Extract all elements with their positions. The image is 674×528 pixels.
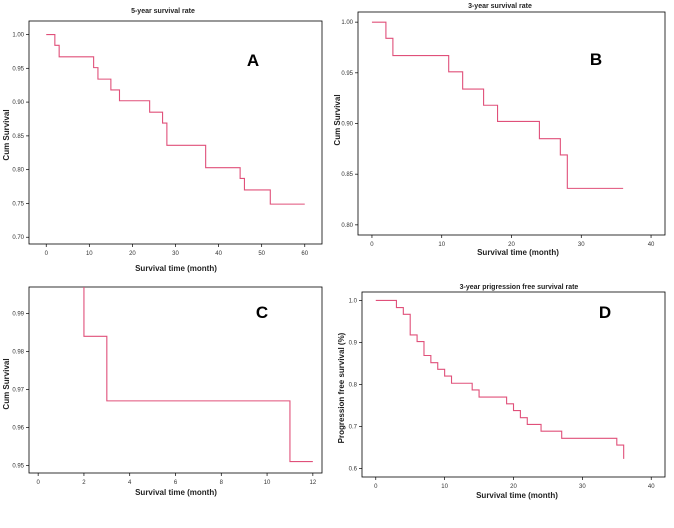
panel-a-ytick-label: 0.90	[12, 100, 24, 106]
panel-a-xtick-label: 10	[86, 251, 93, 257]
panel-d-title: 3-year prigression free survival rate	[460, 284, 579, 291]
panel-a-ytick-label: 0.80	[12, 168, 24, 174]
panel-d-ytick-label: 0.9	[349, 340, 358, 346]
panel-a-title: 5-year survival rate	[131, 8, 195, 15]
panel-c-xtick-label: 12	[310, 480, 317, 486]
panel-c-xtick-label: 10	[264, 480, 271, 486]
panel-d-ytick-label: 0.8	[349, 383, 358, 389]
panel-b-frame	[357, 11, 666, 236]
panel-a: 0 10 20 30 40 50 60 0.70 0.75 0.80 0.85 0.90 0.95 1.0…	[2, 8, 323, 273]
panel-c: 0 2 4 6 8 10 12 0.95 0.96 0.97 0.98 0.99 Survival ti…	[2, 286, 323, 497]
panel-d-letter: D	[599, 303, 611, 322]
panel-a-xtick-label: 30	[172, 251, 179, 257]
panel-a-curve	[46, 33, 305, 205]
panel-a-ytick-label: 0.85	[12, 134, 24, 140]
panel-a-ytick-label: 0.95	[12, 66, 24, 72]
panel-c-xtick-label: 6	[174, 480, 178, 486]
panel-b-ytick-label: 0.90	[341, 122, 353, 128]
panel-b-curve	[371, 21, 624, 189]
panel-d-ytick-label: 0.7	[349, 425, 358, 431]
panel-d-xtick-label: 0	[374, 484, 378, 490]
panel-d-frame	[361, 291, 666, 478]
panel-c-ytick-label: 0.96	[12, 425, 24, 431]
panel-b-ytick-label: 0.80	[341, 223, 353, 229]
panel-d-ytick-label: 1.0	[349, 298, 358, 304]
panel-d-xtick-label: 40	[648, 484, 655, 490]
panel-b-xlabel: Survival time (month)	[477, 248, 559, 257]
panel-a-letter: A	[247, 51, 259, 70]
panel-b-ytick-label: 1.00	[341, 20, 353, 26]
panel-b-xtick-label: 10	[438, 242, 445, 248]
panel-b-title: 3-year survival rate	[468, 3, 532, 10]
panel-d-xtick-label: 10	[441, 484, 448, 490]
panel-a-xtick-label: 0	[45, 251, 49, 257]
panel-a-xtick-label: 60	[301, 251, 308, 257]
panel-b-ytick-label: 0.95	[341, 71, 353, 77]
panel-d-xlabel: Survival time (month)	[476, 491, 558, 500]
panel-b-xtick-label: 20	[508, 242, 515, 248]
panel-c-frame	[28, 286, 323, 474]
panel-b-ylabel: Cum Survival	[333, 94, 342, 145]
panel-c-curve	[83, 287, 313, 463]
panel-a-ytick-label: 0.70	[12, 235, 24, 241]
panel-a-ytick-label: 1.00	[12, 33, 24, 39]
panel-c-ylabel: Cum Survival	[2, 358, 11, 409]
panel-b-xtick-label: 0	[370, 242, 374, 248]
panel-b-letter: B	[590, 50, 602, 69]
panel-d-ylabel: Progression free survival (%)	[337, 332, 346, 443]
panel-c-ytick-label: 0.98	[12, 350, 24, 356]
panel-d-curve	[375, 299, 625, 459]
panel-a-ytick-label: 0.75	[12, 201, 24, 207]
panel-d-xtick-label: 20	[510, 484, 517, 490]
panel-c-ytick-label: 0.97	[12, 387, 24, 393]
panel-a-xtick-label: 40	[215, 251, 222, 257]
panel-c-letter: C	[256, 303, 268, 322]
panel-a-frame	[28, 20, 323, 245]
panel-a-xlabel: Survival time (month)	[135, 264, 217, 273]
panel-c-ytick-label: 0.99	[12, 312, 24, 318]
panel-c-xtick-label: 4	[128, 480, 132, 486]
panel-a-xtick-label: 50	[258, 251, 265, 257]
panel-b-xtick-label: 30	[578, 242, 585, 248]
panel-c-ytick-label: 0.95	[12, 463, 24, 469]
panel-a-xtick-label: 20	[129, 251, 136, 257]
panel-b-xtick-label: 40	[648, 242, 655, 248]
panel-c-xtick-label: 2	[82, 480, 86, 486]
panel-c-xtick-label: 8	[220, 480, 224, 486]
panel-c-xlabel: Survival time (month)	[135, 488, 217, 497]
panel-d-ytick-label: 0.6	[349, 467, 358, 473]
panel-b: 0 10 20 30 40 0.80 0.85 0.90 0.95 1.00 3-year surv…	[333, 3, 666, 257]
panel-c-xtick-label: 0	[36, 480, 40, 486]
panel-d-xtick-label: 30	[579, 484, 586, 490]
panel-a-ylabel: Cum Survival	[2, 109, 11, 160]
panel-b-ytick-label: 0.85	[341, 172, 353, 178]
panel-d: 0 10 20 30 40 0.6 0.7 0.8 0.9 1.0 3-year prigressi…	[337, 284, 666, 500]
